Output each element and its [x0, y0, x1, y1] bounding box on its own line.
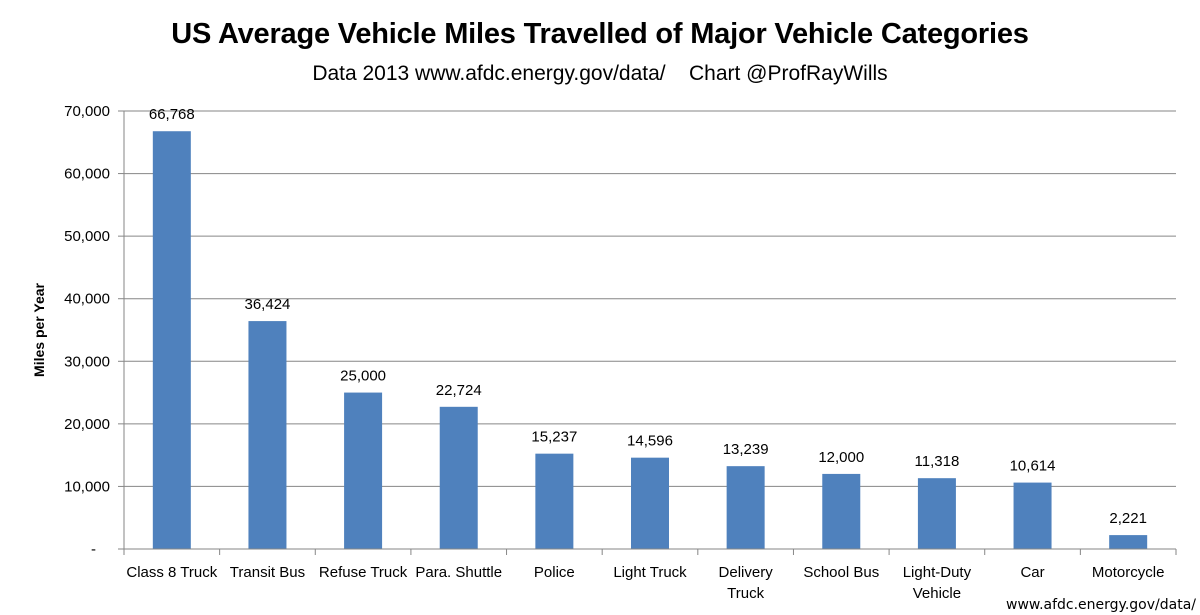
bar	[439, 406, 478, 549]
bar	[822, 473, 861, 549]
bar	[535, 453, 574, 549]
data-label: 66,768	[149, 106, 195, 123]
category-label: Police	[534, 564, 575, 581]
chart-subtitle: Data 2013 www.afdc.energy.gov/data/ Char…	[312, 62, 888, 85]
data-label: 10,614	[1010, 458, 1056, 475]
data-label: 2,221	[1109, 510, 1147, 527]
category-label: Car	[1020, 564, 1044, 581]
bar	[344, 392, 383, 549]
data-label: 22,724	[436, 382, 482, 399]
y-tick-label: 70,000	[64, 103, 110, 120]
bar	[1109, 535, 1148, 549]
y-tick-label: 20,000	[64, 416, 110, 433]
data-label: 12,000	[818, 449, 864, 466]
y-tick-label: -	[91, 541, 96, 558]
y-tick-label: 60,000	[64, 166, 110, 183]
y-axis-title: Miles per Year	[31, 282, 47, 376]
category-label: School Bus	[803, 564, 879, 581]
bar	[726, 466, 765, 549]
data-label: 36,424	[245, 296, 291, 313]
bar	[1013, 482, 1052, 549]
data-label: 15,237	[531, 429, 577, 446]
category-label: Delivery Truck	[719, 564, 774, 602]
source-note: www.afdc.energy.gov/data/	[1006, 597, 1196, 613]
y-tick-label: 50,000	[64, 228, 110, 245]
category-label: Light-Duty Vehicle	[903, 564, 972, 602]
category-label: Class 8 Truck	[126, 564, 217, 581]
y-tick-label: 10,000	[64, 478, 110, 495]
bar	[917, 478, 956, 549]
data-label: 11,318	[915, 453, 960, 470]
gridlines	[124, 110, 1176, 487]
labels: - 10,000 20,000 30,000 40,000 50,000 60,000 70,…	[64, 103, 1164, 602]
category-label: Para. Shuttle	[415, 564, 502, 581]
axes	[118, 110, 1177, 555]
bar	[152, 131, 191, 549]
y-tick-label: 30,000	[64, 353, 110, 370]
data-label: 13,239	[723, 441, 769, 458]
bars	[152, 131, 1148, 549]
category-label: Refuse Truck	[319, 564, 408, 581]
category-label: Transit Bus	[230, 564, 305, 581]
data-label: 25,000	[340, 368, 386, 385]
bar	[631, 457, 669, 549]
category-label: Motorcycle	[1092, 564, 1165, 581]
data-label: 14,596	[627, 433, 673, 450]
category-label: Light Truck	[613, 564, 687, 581]
bar	[248, 321, 287, 549]
y-tick-label: 40,000	[64, 291, 110, 308]
chart-title: US Average Vehicle Miles Travelled of Ma…	[171, 18, 1029, 50]
